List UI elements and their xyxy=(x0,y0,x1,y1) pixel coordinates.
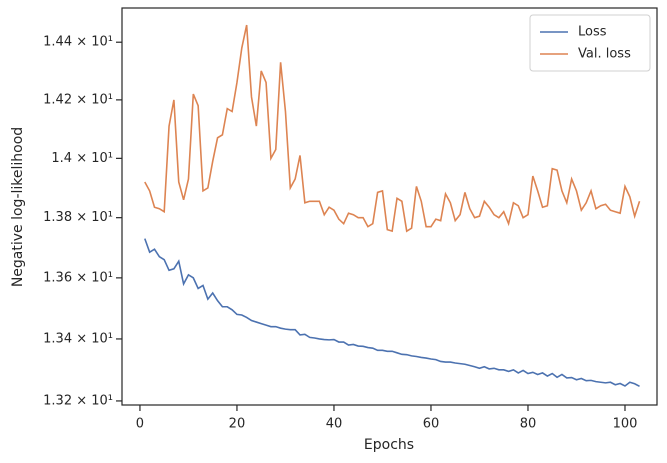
x-tick-label: 40 xyxy=(326,417,343,432)
x-tick-label: 60 xyxy=(423,417,440,432)
x-tick-label: 100 xyxy=(613,417,638,432)
y-tick-label: 1.38 × 10¹ xyxy=(43,210,113,225)
y-tick-label: 1.32 × 10¹ xyxy=(43,393,113,408)
series-line xyxy=(144,238,640,387)
y-tick-label: 1.34 × 10¹ xyxy=(43,331,113,346)
x-tick-label: 20 xyxy=(229,417,246,432)
x-tick-label: 0 xyxy=(136,417,144,432)
y-tick-label: 1.42 × 10¹ xyxy=(43,92,113,107)
x-axis-label: Epochs xyxy=(364,437,414,453)
legend-label: Val. loss xyxy=(578,47,631,62)
legend: Loss Val. loss xyxy=(529,14,651,72)
y-tick-label: 1.36 × 10¹ xyxy=(43,270,113,285)
x-tick-label: 80 xyxy=(520,417,537,432)
plot-frame xyxy=(121,7,658,406)
y-tick-label: 1.4 × 10¹ xyxy=(51,151,113,166)
legend-box xyxy=(529,14,651,72)
series-line xyxy=(144,24,641,233)
y-axis-label: Negative log-likelihood xyxy=(10,127,26,287)
y-tick-label: 1.44 × 10¹ xyxy=(43,35,113,50)
legend-label: Loss xyxy=(578,25,607,40)
